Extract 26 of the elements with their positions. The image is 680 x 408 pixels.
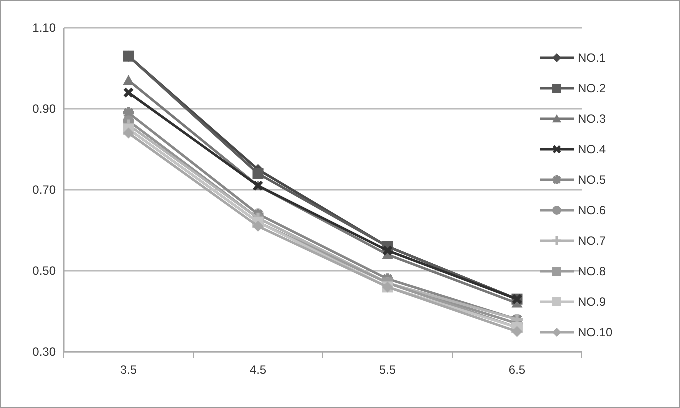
point bbox=[252, 168, 264, 180]
y-tick-label: 0.90 bbox=[32, 102, 56, 116]
x-tick-label: 4.5 bbox=[250, 363, 267, 377]
legend-label: NO.2 bbox=[578, 82, 606, 96]
legend-label: NO.9 bbox=[578, 295, 606, 310]
legend-label: NO.1 bbox=[578, 51, 606, 66]
legend-label: NO.7 bbox=[578, 234, 606, 248]
point bbox=[123, 128, 134, 139]
point bbox=[252, 220, 264, 232]
legend-label: NO.5 bbox=[578, 173, 606, 188]
y-tick-label: 0.30 bbox=[32, 345, 56, 360]
y-tick-label: 0.50 bbox=[32, 264, 56, 278]
point bbox=[512, 326, 523, 338]
legend-label: NO.8 bbox=[578, 264, 606, 279]
x-tick-label: 6.5 bbox=[508, 363, 526, 377]
point bbox=[124, 88, 134, 98]
y-tick-label: 0.70 bbox=[32, 183, 56, 198]
legend-label: NO.4 bbox=[578, 142, 606, 157]
point bbox=[382, 246, 393, 256]
legend-label: NO.6 bbox=[578, 204, 606, 218]
y-tick-label: 1.10 bbox=[32, 21, 56, 36]
point bbox=[123, 75, 134, 86]
legend-label: NO.3 bbox=[578, 112, 606, 126]
legend-label: NO.10 bbox=[578, 326, 614, 340]
x-tick-label: 5.5 bbox=[379, 363, 396, 377]
x-tick-label: 3.5 bbox=[120, 363, 138, 377]
